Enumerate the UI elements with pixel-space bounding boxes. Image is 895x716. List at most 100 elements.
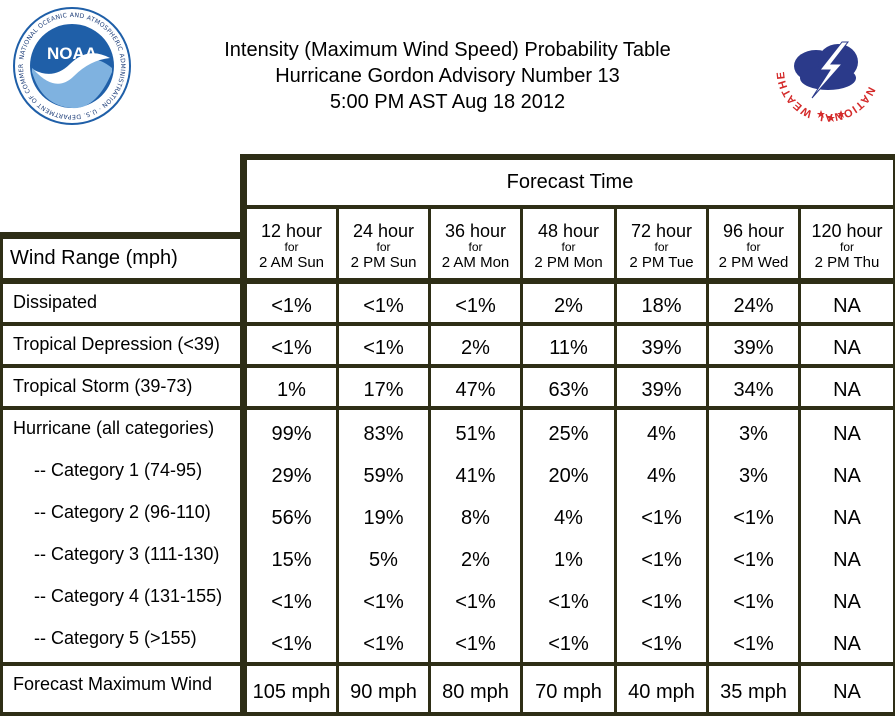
category-row-value: NA — [801, 536, 893, 578]
category-row-label: -- Category 5 (>155) — [3, 620, 240, 662]
column-hours: 48 hour — [537, 221, 600, 241]
category-row-value: 19% — [339, 494, 428, 536]
category-row-value: NA — [801, 620, 893, 662]
hurricane-row-label: Hurricane (all categories) — [3, 410, 240, 452]
category-row-value: 2% — [431, 536, 520, 578]
column-time: 2 AM Sun — [258, 254, 325, 271]
category-row-value: <1% — [709, 494, 798, 536]
max-wind-row-value: 40 mph — [617, 666, 706, 712]
hurricane-row-value: 83% — [339, 410, 428, 452]
wind-range-header: Wind Range (mph) — [3, 239, 240, 278]
table-row-value: NA — [801, 284, 893, 322]
hurricane-row-value: NA — [801, 410, 893, 452]
nws-logo-icon: NATIONAL WEATHER SERVICE — [768, 8, 886, 128]
category-row-value: NA — [801, 494, 893, 536]
hurricane-row-value: 3% — [709, 410, 798, 452]
column-for: for — [654, 240, 669, 254]
column-hours: 12 hour — [260, 221, 323, 241]
table-row-value: <1% — [339, 326, 428, 364]
category-row-label: -- Category 4 (131-155) — [3, 578, 240, 620]
column-header: 24 hour for 2 PM Sun — [339, 209, 428, 278]
column-header: 72 hour for 2 PM Tue — [617, 209, 706, 278]
max-wind-row-value: 80 mph — [431, 666, 520, 712]
column-hours: 120 hour — [811, 221, 883, 241]
column-for: for — [468, 240, 483, 254]
table-row-value: 24% — [709, 284, 798, 322]
category-row-value: 15% — [247, 536, 336, 578]
category-row-value: 5% — [339, 536, 428, 578]
category-row-value: 20% — [523, 452, 614, 494]
category-row-value: <1% — [617, 578, 706, 620]
hurricane-row-value: 99% — [247, 410, 336, 452]
table-row-label: Dissipated — [3, 284, 240, 322]
table-row-value: 18% — [617, 284, 706, 322]
column-hours: 24 hour — [352, 221, 415, 241]
table-row-value: 2% — [431, 326, 520, 364]
category-row-value: <1% — [431, 578, 520, 620]
category-row-value: 56% — [247, 494, 336, 536]
column-hours: 72 hour — [630, 221, 693, 241]
category-row-value: <1% — [709, 536, 798, 578]
column-for: for — [746, 240, 761, 254]
category-row-value: <1% — [617, 620, 706, 662]
category-row-value: 29% — [247, 452, 336, 494]
hurricane-row-value: 51% — [431, 410, 520, 452]
category-row-value: <1% — [339, 578, 428, 620]
column-time: 2 PM Thu — [814, 254, 880, 271]
table-row-value: <1% — [431, 284, 520, 322]
category-row-label: -- Category 1 (74-95) — [3, 452, 240, 494]
forecast-time-label: Forecast Time — [506, 171, 634, 193]
column-for: for — [839, 240, 854, 254]
category-row-value: <1% — [431, 620, 520, 662]
table-row-value: <1% — [247, 326, 336, 364]
category-row-value: 3% — [709, 452, 798, 494]
column-header: 96 hour for 2 PM Wed — [709, 209, 798, 278]
table-row-value: 11% — [523, 326, 614, 364]
category-row-label: -- Category 2 (96-110) — [3, 494, 240, 536]
table-row-value: NA — [801, 368, 893, 406]
column-time: 2 PM Wed — [718, 254, 789, 271]
column-time: 2 AM Mon — [441, 254, 510, 271]
table-row-value: 2% — [523, 284, 614, 322]
table-row-value: NA — [801, 326, 893, 364]
page-title: Intensity (Maximum Wind Speed) Probabili… — [150, 37, 745, 115]
column-time: 2 PM Sun — [350, 254, 417, 271]
max-wind-row-value: 70 mph — [523, 666, 614, 712]
wind-range-label: Wind Range (mph) — [10, 247, 178, 269]
max-wind-row-value: 35 mph — [709, 666, 798, 712]
column-hours: 36 hour — [444, 221, 507, 241]
max-wind-row-label: Forecast Maximum Wind — [3, 666, 240, 712]
table-row-value: 1% — [247, 368, 336, 406]
forecast-time-header: Forecast Time — [247, 160, 893, 205]
column-time: 2 PM Tue — [629, 254, 694, 271]
max-wind-row-value: 105 mph — [247, 666, 336, 712]
category-row-value: 1% — [523, 536, 614, 578]
table-row-value: 39% — [617, 326, 706, 364]
column-header: 36 hour for 2 AM Mon — [431, 209, 520, 278]
category-row-value: <1% — [523, 578, 614, 620]
column-for: for — [284, 240, 299, 254]
table-row-value: 63% — [523, 368, 614, 406]
noaa-logo-icon: NATIONAL OCEANIC AND ATMOSPHERIC ADMINIS… — [12, 6, 131, 125]
category-row-value: NA — [801, 578, 893, 620]
noaa-logo-text: NOAA — [47, 44, 97, 63]
column-time: 2 PM Mon — [534, 254, 603, 271]
category-row-value: 41% — [431, 452, 520, 494]
hurricane-row-value: 4% — [617, 410, 706, 452]
category-row-value: <1% — [339, 620, 428, 662]
title-line-2: Hurricane Gordon Advisory Number 13 — [275, 65, 620, 87]
column-for: for — [376, 240, 391, 254]
table-row-label: Tropical Storm (39-73) — [3, 368, 240, 406]
category-row-value: NA — [801, 452, 893, 494]
category-row-value: <1% — [247, 578, 336, 620]
column-header: 12 hour for 2 AM Sun — [247, 209, 336, 278]
table-row-value: 34% — [709, 368, 798, 406]
max-wind-row-value: 90 mph — [339, 666, 428, 712]
column-header: 48 hour for 2 PM Mon — [523, 209, 614, 278]
category-row-value: <1% — [709, 620, 798, 662]
max-wind-row-value: NA — [801, 666, 893, 712]
column-for: for — [561, 240, 576, 254]
table-row-value: 47% — [431, 368, 520, 406]
hurricane-row-value: 25% — [523, 410, 614, 452]
table-row-value: 17% — [339, 368, 428, 406]
